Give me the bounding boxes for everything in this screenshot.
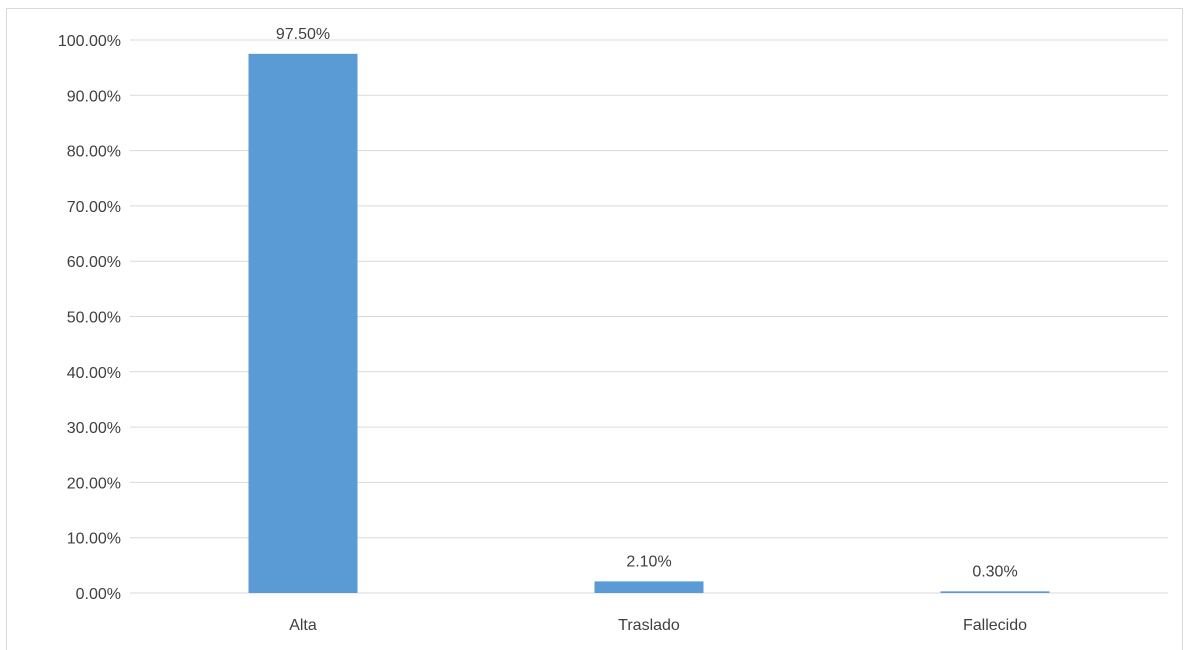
x-tick-label-traslado: Traslado [618, 617, 680, 634]
bars [248, 53, 1050, 593]
data-labels: 97.50% 2.10% 0.30% [276, 26, 1018, 581]
y-tick-label: 70.00% [67, 199, 121, 216]
y-axis-tick-labels: 0.00% 10.00% 20.00% 30.00% 40.00% 50.00% 60.00… [58, 33, 121, 603]
bar-alta [248, 53, 358, 593]
data-label-fallecido: 0.30% [972, 563, 1017, 580]
y-tick-label: 60.00% [67, 254, 121, 271]
y-tick-label: 0.00% [76, 586, 121, 603]
y-tick-label: 100.00% [58, 33, 121, 50]
chart-frame [6, 8, 1183, 650]
y-tick-label: 90.00% [67, 88, 121, 105]
x-axis-tick-labels: Alta Traslado Fallecido [289, 617, 1027, 634]
y-tick-label: 50.00% [67, 310, 121, 327]
y-tick-label: 10.00% [67, 531, 121, 548]
bar-traslado [594, 581, 704, 593]
y-tick-label: 30.00% [67, 420, 121, 437]
x-tick-label-fallecido: Fallecido [963, 617, 1027, 634]
bar-fallecido [940, 591, 1050, 593]
y-tick-label: 80.00% [67, 144, 121, 161]
data-label-alta: 97.50% [276, 26, 330, 43]
x-tick-label-alta: Alta [289, 617, 317, 634]
y-tick-label: 40.00% [67, 365, 121, 382]
data-label-traslado: 2.10% [626, 553, 671, 570]
y-tick-label: 20.00% [67, 475, 121, 492]
